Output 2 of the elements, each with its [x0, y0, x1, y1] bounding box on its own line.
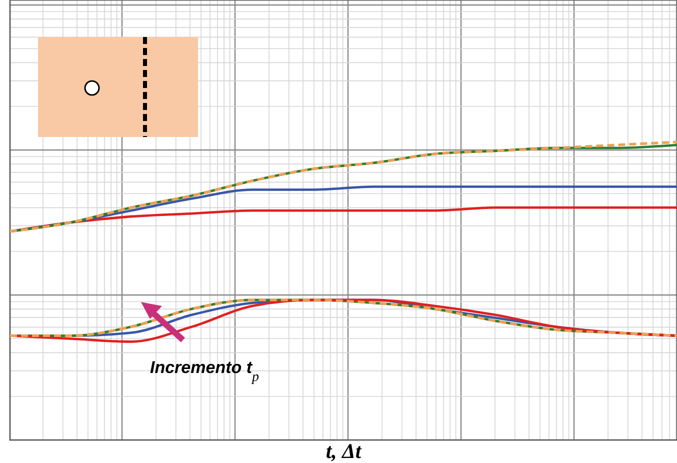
annotation: Incremento t$_{p}$ [150, 358, 260, 384]
x-axis-title: t, Δt [326, 439, 362, 463]
